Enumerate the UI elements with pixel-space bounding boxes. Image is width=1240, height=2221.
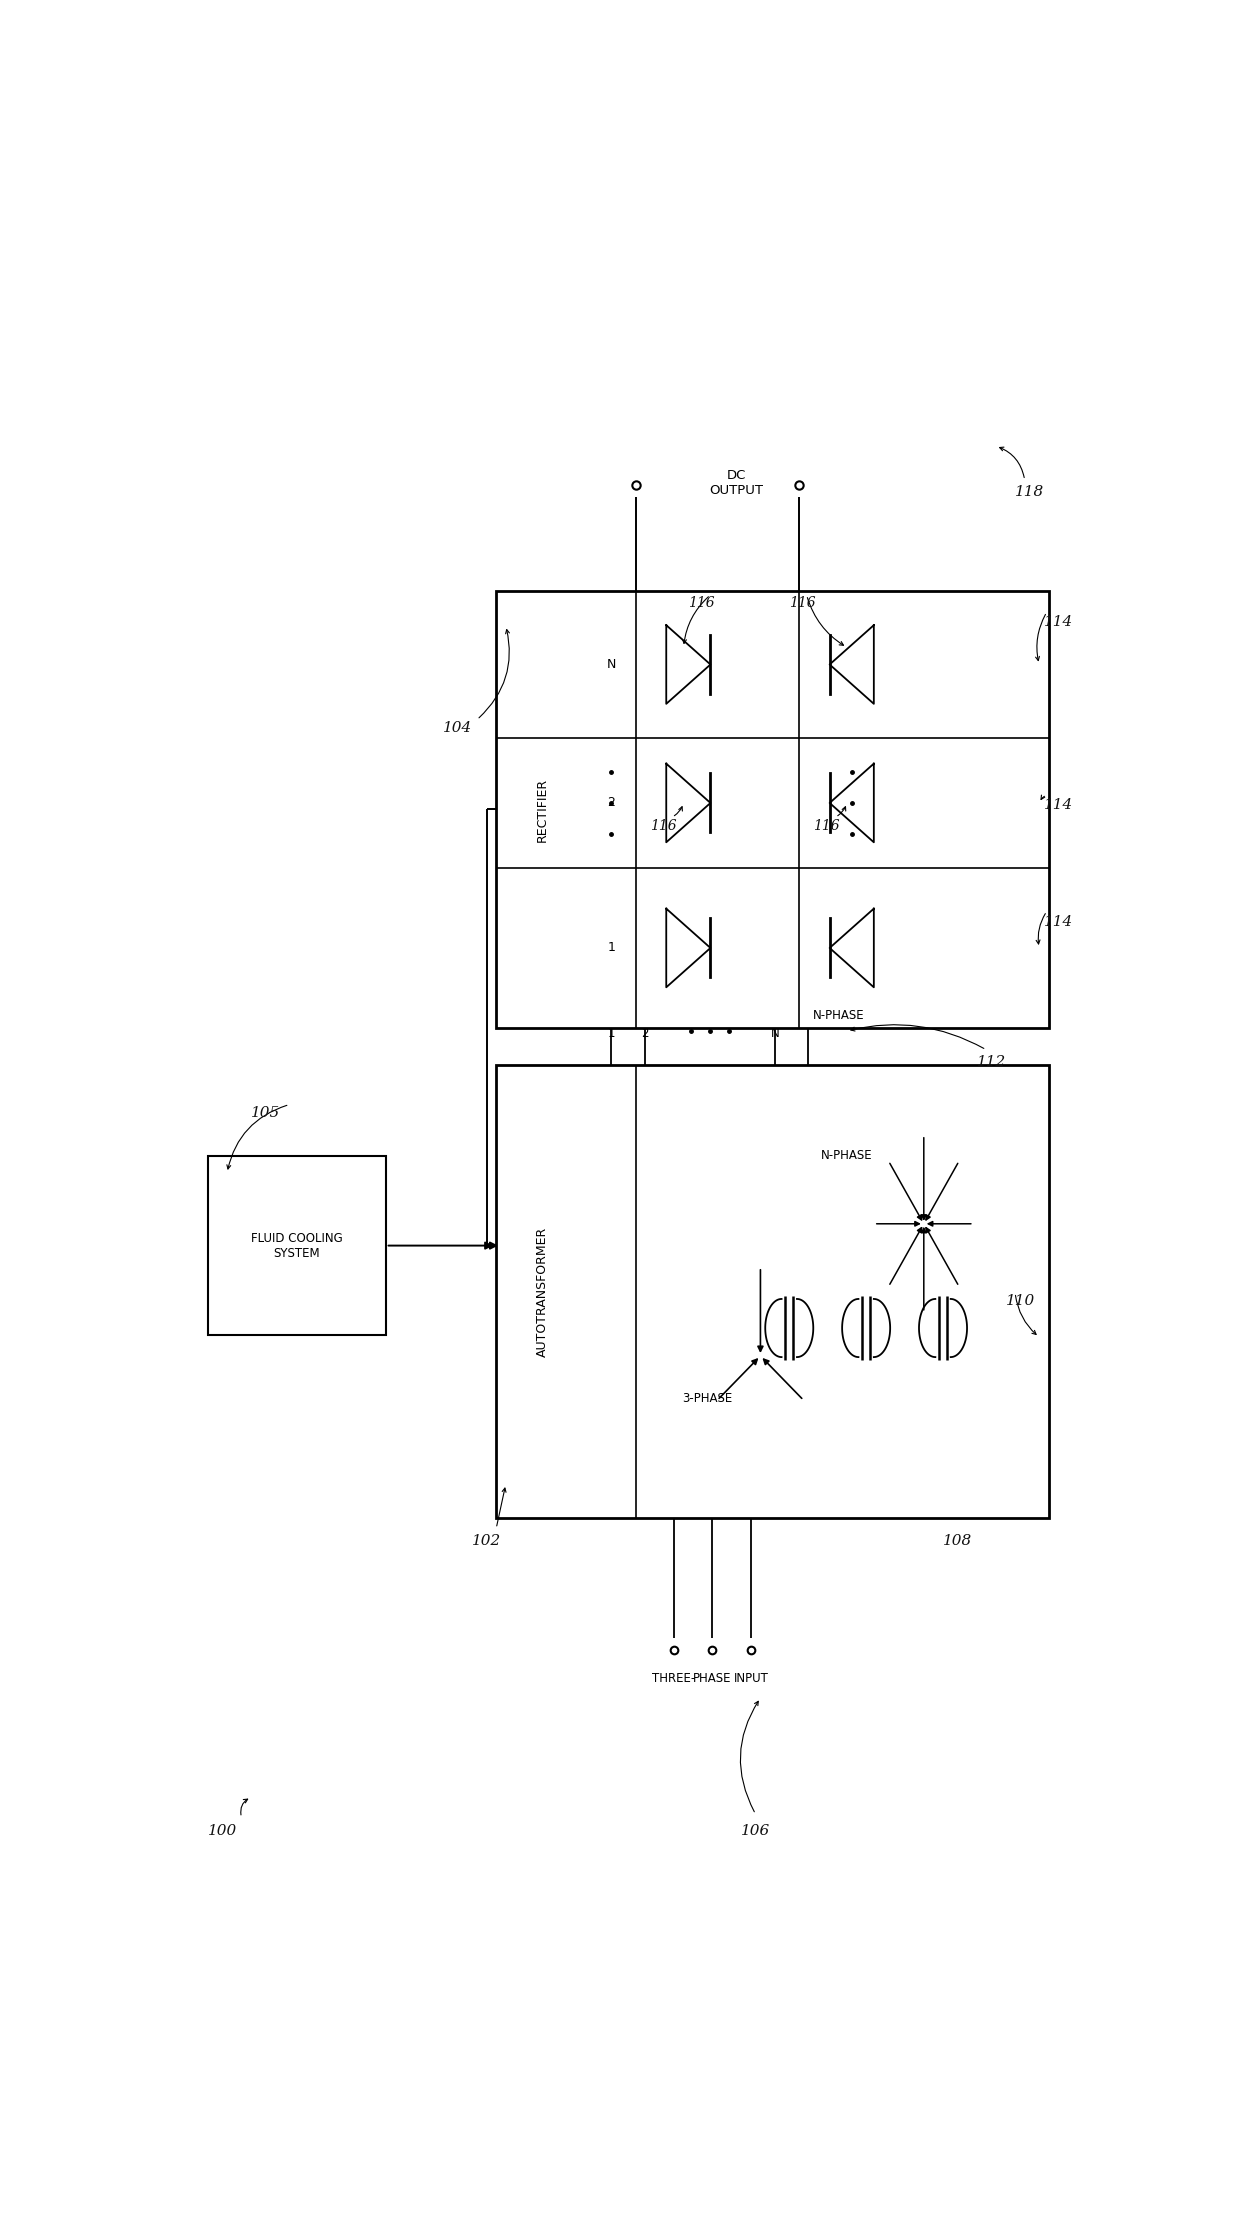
Text: 3-PHASE: 3-PHASE: [682, 1393, 733, 1406]
Text: 106: 106: [742, 1823, 770, 1839]
Text: 116: 116: [813, 820, 839, 833]
Text: 114: 114: [1044, 797, 1073, 813]
Text: THREE-: THREE-: [652, 1672, 696, 1686]
Text: PHASE: PHASE: [693, 1672, 732, 1686]
Text: 1: 1: [608, 1026, 615, 1039]
Text: 114: 114: [1044, 615, 1073, 629]
Text: DC
OUTPUT: DC OUTPUT: [709, 469, 764, 498]
Text: 1: 1: [608, 942, 615, 955]
Text: 116: 116: [650, 820, 677, 833]
Text: N-PHASE: N-PHASE: [813, 1008, 866, 1022]
Text: 110: 110: [1006, 1295, 1034, 1308]
Text: N: N: [770, 1026, 779, 1039]
Bar: [496, 591, 1049, 1028]
Text: N: N: [606, 657, 616, 671]
Text: 112: 112: [977, 1055, 1006, 1068]
Text: 114: 114: [1044, 915, 1073, 928]
Text: AUTOTRANSFORMER: AUTOTRANSFORMER: [536, 1226, 549, 1357]
Text: 116: 116: [789, 597, 816, 611]
Text: FLUID COOLING
SYSTEM: FLUID COOLING SYSTEM: [250, 1233, 342, 1259]
Text: 102: 102: [472, 1532, 501, 1548]
Text: 105: 105: [250, 1106, 280, 1119]
Text: 118: 118: [1016, 484, 1044, 500]
Text: 100: 100: [208, 1823, 237, 1839]
Text: 2: 2: [608, 797, 615, 808]
Text: N-PHASE: N-PHASE: [821, 1148, 873, 1162]
Text: INPUT: INPUT: [733, 1672, 769, 1686]
Bar: [496, 1066, 1049, 1519]
Text: 108: 108: [942, 1532, 972, 1548]
Text: 116: 116: [688, 597, 715, 611]
Text: 104: 104: [444, 722, 472, 735]
Text: RECTIFIER: RECTIFIER: [536, 777, 549, 842]
Text: 2: 2: [641, 1026, 649, 1039]
Bar: [208, 1155, 386, 1335]
